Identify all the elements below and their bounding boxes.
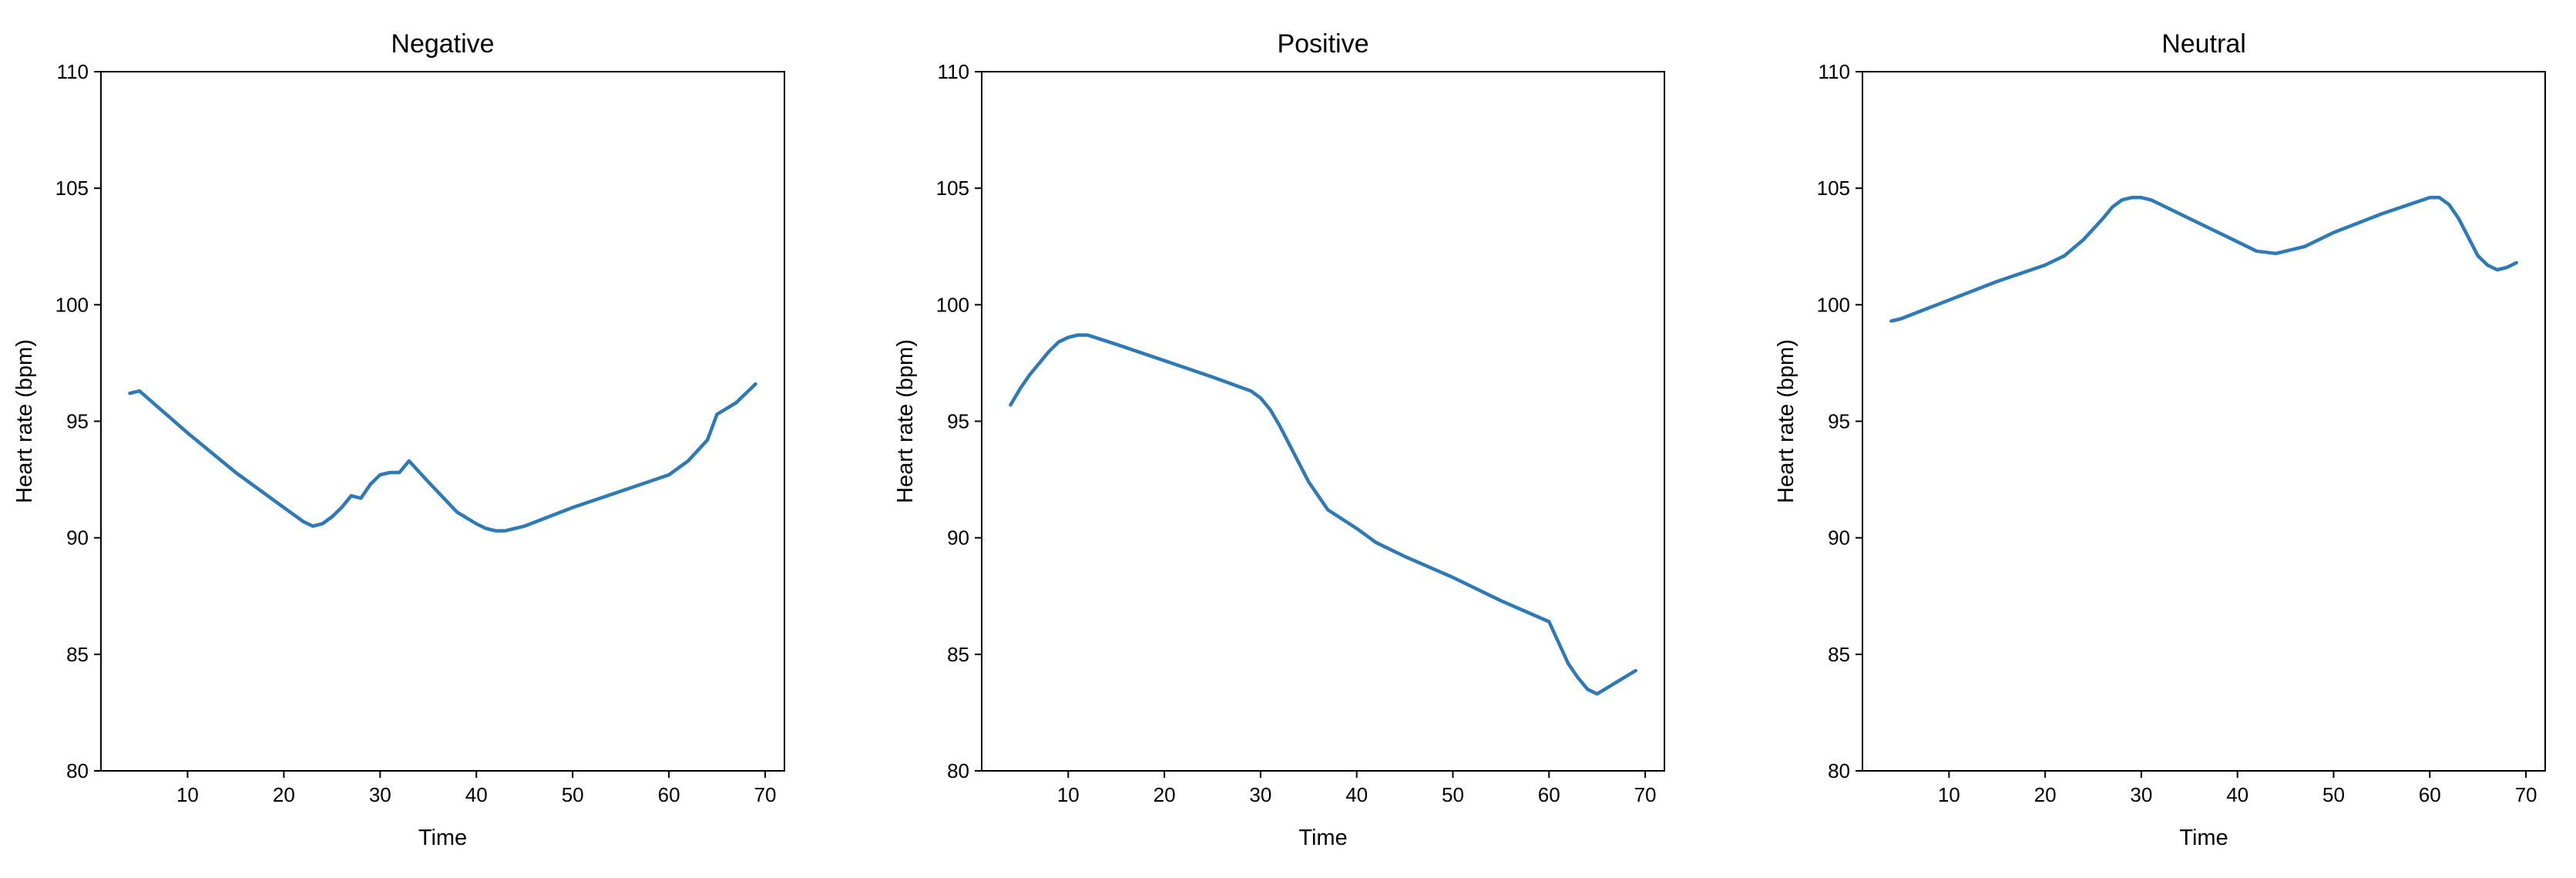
y-tick-label: 100 [1817, 293, 1850, 316]
y-tick-label: 90 [947, 526, 969, 550]
y-tick-label: 105 [936, 177, 969, 200]
chart-panel-neutral: Neutral 10 20 30 40 50 60 70 80 85 90 95 100 105 110 Ti… [1774, 29, 2546, 850]
x-tick-label: 60 [1538, 783, 1560, 806]
x-tick-label: 40 [1345, 783, 1368, 806]
x-tick-label: 30 [2130, 783, 2152, 806]
x-tick-label: 10 [1057, 783, 1080, 806]
x-tick-label: 40 [465, 783, 488, 806]
y-tick-label: 95 [66, 410, 89, 433]
x-tick-label: 70 [754, 783, 777, 806]
x-tick-label: 50 [562, 783, 584, 806]
y-tick-label: 95 [1828, 410, 1850, 433]
y-tick-label: 105 [55, 177, 89, 200]
y-axis-label: Heart rate (bpm) [12, 339, 37, 503]
plot-frame [981, 71, 1665, 772]
chart-panel-negative: Negative 10 20 30 40 50 60 70 80 85 90 95 100 105 110 T… [12, 29, 785, 850]
y-tick-label: 80 [1828, 759, 1850, 782]
x-tick-label: 30 [369, 783, 391, 806]
x-tick-label: 60 [2419, 783, 2441, 806]
series-line-0 [1009, 333, 1637, 696]
y-axis-label: Heart rate (bpm) [1774, 339, 1798, 503]
y-tick-label: 105 [1817, 177, 1850, 200]
y-tick-label: 110 [57, 60, 89, 83]
x-tick-label: 70 [2515, 783, 2537, 806]
x-tick-label: 60 [658, 783, 680, 806]
x-tick-label: 50 [2322, 783, 2345, 806]
x-axis-label: Time [1298, 826, 1347, 850]
y-tick-label: 90 [1828, 526, 1850, 550]
plot-frame [1862, 71, 2546, 772]
x-tick-label: 70 [1634, 783, 1657, 806]
chart-title: Negative [391, 29, 494, 59]
x-axis-label: Time [418, 826, 467, 850]
y-tick-label: 110 [1819, 60, 1850, 83]
x-tick-label: 30 [1249, 783, 1271, 806]
y-tick-label: 100 [936, 293, 969, 316]
series-line-0 [128, 382, 757, 533]
x-tick-label: 10 [1938, 783, 1960, 806]
y-tick-label: 80 [66, 759, 89, 782]
chart-panel-positive: Positive 10 20 30 40 50 60 70 80 85 90 95 100 105 110 T… [893, 29, 1665, 850]
y-tick-label: 85 [66, 643, 89, 666]
x-axis-label: Time [2179, 826, 2228, 850]
x-tick-label: 40 [2226, 783, 2249, 806]
y-tick-label: 85 [1828, 643, 1850, 666]
series-line-0 [1889, 196, 2518, 323]
chart-title: Positive [1277, 29, 1369, 59]
x-tick-label: 50 [1442, 783, 1464, 806]
y-tick-label: 110 [938, 60, 969, 83]
x-tick-label: 20 [273, 783, 295, 806]
y-tick-label: 100 [55, 293, 89, 316]
y-tick-label: 90 [66, 526, 89, 550]
plot-frame [100, 71, 785, 772]
y-tick-label: 80 [947, 759, 969, 782]
y-axis-label: Heart rate (bpm) [893, 339, 918, 503]
chart-title: Neutral [2161, 29, 2246, 59]
y-tick-label: 85 [947, 643, 969, 666]
y-tick-label: 95 [947, 410, 969, 433]
x-tick-label: 10 [176, 783, 199, 806]
x-tick-label: 20 [1154, 783, 1176, 806]
x-tick-label: 20 [2034, 783, 2057, 806]
